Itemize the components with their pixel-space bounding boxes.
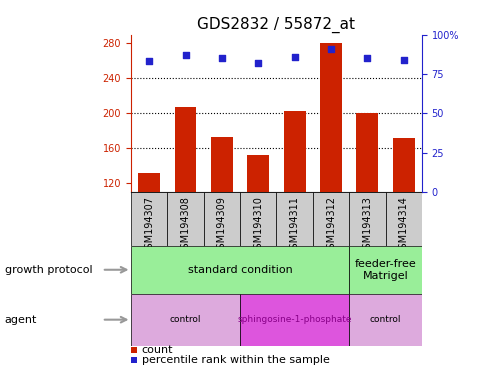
Bar (348, 246, 421, 294)
Bar (240, 192, 276, 246)
Point (363, 55, 370, 61)
Point (290, 53, 298, 60)
Bar (167, 192, 203, 246)
Bar (138, 173, 160, 288)
Bar (385, 192, 421, 246)
Bar (131, 294, 240, 346)
Text: GSM194309: GSM194309 (216, 196, 227, 255)
Bar (276, 192, 312, 246)
Text: count: count (141, 345, 173, 355)
Text: standard condition: standard condition (187, 265, 292, 275)
Bar (174, 107, 196, 288)
Bar (392, 138, 414, 288)
Text: control: control (369, 315, 400, 324)
Text: GSM194310: GSM194310 (253, 196, 263, 255)
Bar (319, 43, 341, 288)
Bar (348, 294, 421, 346)
Text: GSM194314: GSM194314 (398, 196, 408, 255)
Bar (131, 246, 348, 294)
Bar (356, 113, 378, 288)
Point (399, 57, 407, 63)
Bar (312, 192, 348, 246)
Text: GSM194308: GSM194308 (180, 196, 190, 255)
Text: percentile rank within the sample: percentile rank within the sample (141, 355, 329, 365)
Text: GSM194313: GSM194313 (362, 196, 372, 255)
Bar (240, 294, 348, 346)
Title: GDS2832 / 55872_at: GDS2832 / 55872_at (197, 17, 355, 33)
Bar (131, 192, 167, 246)
Text: sphingosine-1-phosphate: sphingosine-1-phosphate (237, 315, 351, 324)
Text: agent: agent (5, 314, 37, 325)
Bar (203, 192, 240, 246)
Bar (348, 192, 385, 246)
Text: GSM194307: GSM194307 (144, 196, 154, 255)
Point (181, 52, 189, 58)
Point (145, 58, 152, 65)
Text: growth protocol: growth protocol (5, 265, 92, 275)
Bar (247, 155, 269, 288)
Bar (283, 111, 305, 288)
Bar (211, 137, 232, 288)
Point (326, 46, 334, 52)
Text: control: control (169, 315, 201, 324)
Text: GSM194312: GSM194312 (325, 196, 335, 255)
Text: GSM194311: GSM194311 (289, 196, 299, 255)
Point (217, 55, 225, 61)
Point (254, 60, 261, 66)
Text: feeder-free
Matrigel: feeder-free Matrigel (354, 259, 416, 281)
